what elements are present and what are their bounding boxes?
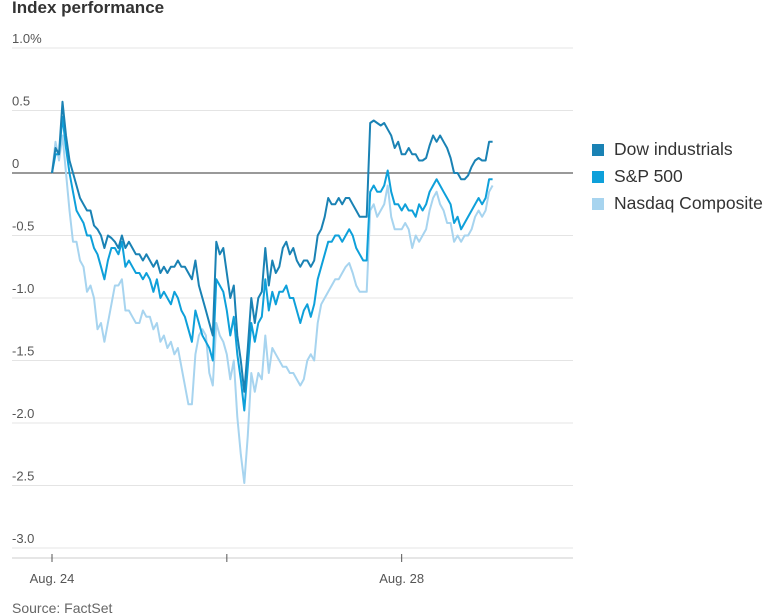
y-tick-label: -0.5 xyxy=(12,219,34,234)
y-tick-label: -2.0 xyxy=(12,406,34,421)
y-tick-label: 0 xyxy=(12,156,19,171)
legend-item: Dow industrials xyxy=(592,136,763,163)
y-tick-label: -3.0 xyxy=(12,531,34,546)
series-line-dow-industrials xyxy=(51,100,493,393)
chart-title: Index performance xyxy=(12,0,165,17)
legend-swatch xyxy=(592,170,604,183)
series-lines xyxy=(51,100,494,484)
legend-label: Nasdaq Composite xyxy=(614,193,763,213)
source-note: Source: FactSet xyxy=(12,600,113,616)
legend-swatch xyxy=(592,143,604,156)
x-tick-label: Aug. 24 xyxy=(30,571,75,586)
x-tick-label: Aug. 28 xyxy=(379,571,424,586)
y-tick-label: -2.5 xyxy=(12,469,34,484)
y-tick-label: -1.5 xyxy=(12,344,34,359)
legend-label: S&P 500 xyxy=(614,166,683,186)
x-axis: Aug. 24 Aug. 28 xyxy=(12,554,573,586)
series-line-nasdaq-composite xyxy=(51,134,494,484)
y-tick-label: 0.5 xyxy=(12,94,30,109)
y-tick-label: -1.0 xyxy=(12,281,34,296)
y-tick-label: 1.0% xyxy=(12,31,42,46)
legend-item: Nasdaq Composite xyxy=(592,190,763,217)
legend-swatch xyxy=(592,197,604,210)
legend: Dow industrials S&P 500 Nasdaq Composite xyxy=(592,136,763,217)
legend-label: Dow industrials xyxy=(614,139,733,159)
legend-item: S&P 500 xyxy=(592,163,763,190)
series-line-s-p-500 xyxy=(51,115,493,412)
y-tick-labels: 1.0% 0.5 0 -0.5 -1.0 -1.5 -2.0 -2.5 -3.0 xyxy=(12,31,42,546)
